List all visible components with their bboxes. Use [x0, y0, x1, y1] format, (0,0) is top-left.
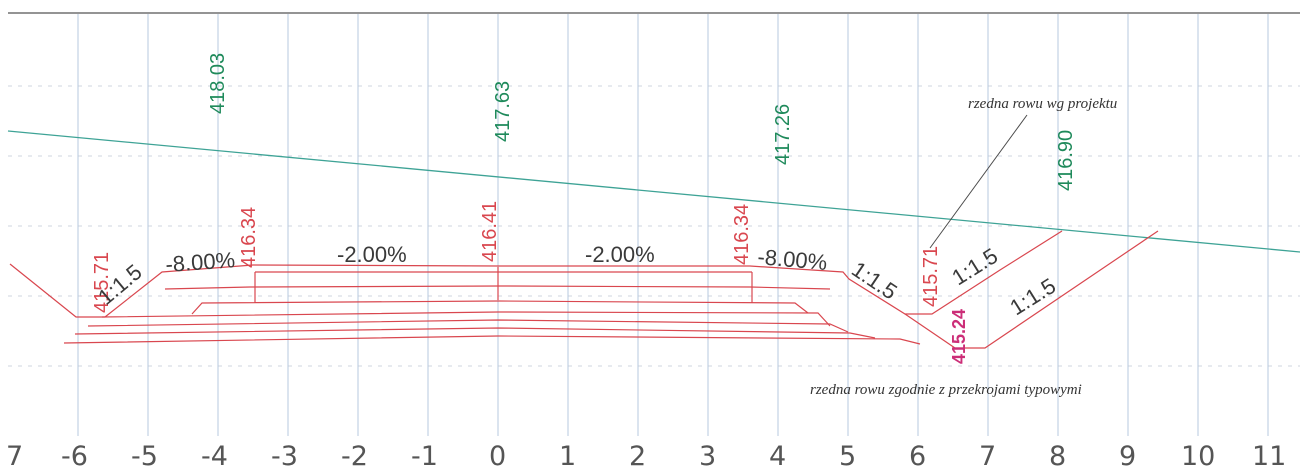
x-axis-tick: 3: [699, 441, 716, 469]
x-axis-tick: 1: [559, 441, 576, 469]
note-leader-line: [929, 114, 1028, 249]
subbase-outline: [191, 300, 809, 315]
design-elevation-label: 416.34: [238, 207, 260, 268]
x-axis-tick: 10: [1181, 441, 1215, 469]
x-axis-tick: -5: [131, 441, 158, 469]
slope-label-right-embankment: 1:1.5: [847, 256, 902, 304]
note-typical-ditch: rzedna rowu zgodnie z przekrojami typowy…: [810, 382, 1082, 398]
x-axis-tick: 9: [1119, 441, 1136, 469]
x-axis-tick: -1: [411, 441, 438, 469]
x-axis-tick: 11: [1252, 441, 1286, 469]
design-elevation-label: 416.34: [731, 204, 753, 265]
pavement-layer-4: [63, 335, 921, 345]
design-elevation-label: 415.71: [91, 252, 113, 313]
terrain-elevation-label: 418.03: [207, 53, 229, 114]
terrain-elevation-label: 416.90: [1055, 130, 1077, 191]
x-axis: 7 -6 -5 -4 -3 -2 -1 0 1 2 3 4 5 6 7 8 9 …: [6, 441, 1286, 469]
design-elevation-label: 416.41: [479, 201, 501, 262]
x-axis-tick: 8: [1049, 441, 1066, 469]
pavement-layer-3: [74, 327, 876, 339]
x-axis-tick: 5: [839, 441, 856, 469]
terrain-elevation-label: 417.63: [492, 81, 514, 142]
x-axis-tick: 0: [489, 441, 506, 469]
slope-label-left-lane: -2.00%: [337, 242, 407, 267]
x-axis-tick: 6: [909, 441, 926, 469]
terrain-line: [7, 130, 1300, 253]
x-axis-tick: -4: [201, 441, 228, 469]
slope-label-right-shoulder: -8.00%: [757, 244, 829, 275]
design-elevation-label: 415.71: [920, 246, 942, 307]
typical-ditch-elevation-label: 415.24: [949, 309, 969, 364]
pavement-layer-1: [101, 311, 831, 327]
x-axis-tick: 4: [769, 441, 786, 469]
design-profile: [9, 230, 1159, 349]
x-axis-tick: -6: [61, 441, 88, 469]
note-design-ditch: rzedna rowu wg projektu: [968, 96, 1117, 112]
typical-ditch-line: [904, 230, 1159, 349]
x-axis-tick: -2: [341, 441, 368, 469]
x-axis-tick: -3: [271, 441, 298, 469]
x-axis-tick: 7: [979, 441, 996, 469]
terrain-elevation-label: 417.26: [772, 104, 794, 165]
x-axis-tick: 2: [629, 441, 646, 469]
slope-label-ditch-inner: 1:1.5: [947, 243, 1002, 290]
slope-label-right-lane: -2.00%: [585, 242, 655, 267]
x-axis-tick: 7: [6, 441, 23, 469]
slope-label-left-shoulder: -8.00%: [165, 247, 236, 277]
vertical-grid: [77, 14, 1269, 436]
slope-label-ditch-outer: 1:1.5: [1005, 273, 1060, 320]
pavement-layer-2: [87, 319, 849, 333]
pavement-top-outline: [164, 285, 831, 290]
